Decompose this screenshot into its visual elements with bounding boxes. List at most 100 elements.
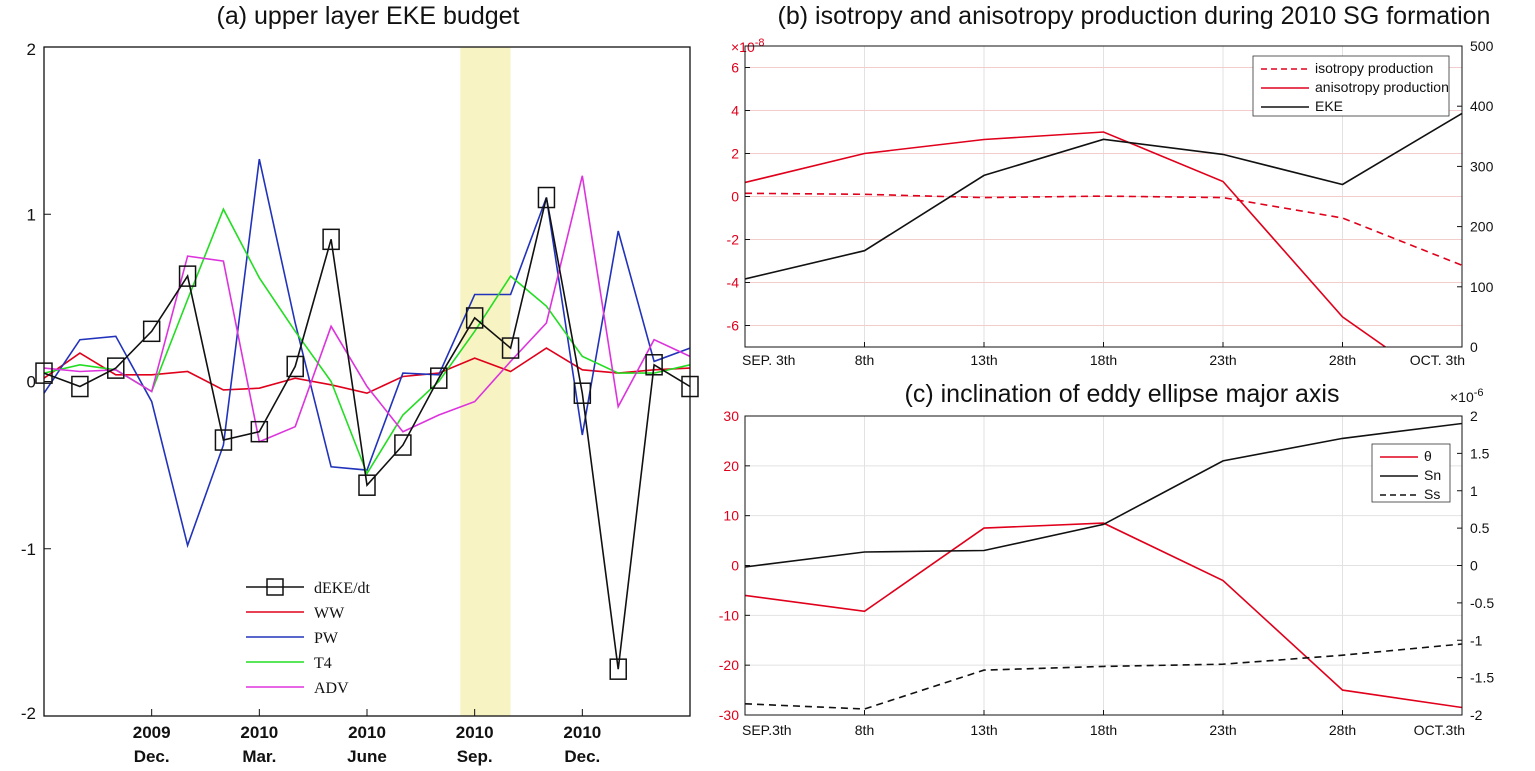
- panel-c-grid: [745, 415, 1462, 716]
- deke-dt-marker: [286, 355, 304, 378]
- deke-dt-marker: [250, 420, 269, 443]
- right-tick-label: 1.5: [1470, 445, 1490, 461]
- x-tick-year: 2009: [133, 723, 171, 742]
- exponent-base: ×10: [1450, 389, 1474, 405]
- right-tick-label: -2: [1470, 707, 1483, 723]
- right-tick-label: 0.5: [1470, 520, 1490, 536]
- panel-c-series: [745, 422, 1462, 710]
- legend-label: WW: [314, 605, 345, 622]
- series-sn-line: [745, 422, 1462, 568]
- right-tick-label: 0: [1470, 558, 1478, 574]
- left-tick-label: -30: [719, 707, 739, 723]
- series-deke-dt-line: [43, 197, 691, 670]
- left-tick-label: 6: [731, 60, 739, 76]
- y-tick-label: 1: [27, 205, 36, 224]
- x-tick-label: OCT.3th: [1414, 722, 1465, 738]
- x-tick-year: 2010: [348, 723, 386, 742]
- legend-box: [1252, 55, 1450, 117]
- right-tick-label: 0: [1470, 339, 1478, 355]
- x-tick-label: 8th: [855, 352, 874, 368]
- legend-label: ADV: [314, 680, 349, 697]
- x-tick-year: 2010: [456, 723, 494, 742]
- panel-a-y-axis: -2 -1 0 1 2: [21, 40, 51, 723]
- legend-label: dEKE/dt: [314, 580, 371, 597]
- left-tick-label: -6: [727, 318, 740, 334]
- left-tick-label: -20: [719, 657, 739, 673]
- right-tick-label: -1: [1470, 632, 1483, 648]
- deke-dt-marker: [394, 434, 412, 456]
- deke-dt-marker: [645, 354, 663, 376]
- left-tick-label: -10: [719, 607, 739, 623]
- legend-label: anisotropy production: [1315, 79, 1449, 95]
- left-tick-label: -4: [727, 275, 740, 291]
- right-tick-label: -0.5: [1470, 595, 1494, 611]
- y-tick-label: 0: [27, 373, 36, 392]
- legend-marker: [266, 578, 284, 596]
- legend-label: Sn: [1424, 467, 1441, 483]
- panel-a-title: (a) upper layer EKE budget: [217, 2, 520, 30]
- series-ss-line: [745, 643, 1462, 710]
- deke-dt-marker: [465, 307, 484, 329]
- y-tick-label: 2: [27, 40, 36, 59]
- legend-label: θ: [1424, 448, 1432, 464]
- deke-dt-marker: [142, 320, 161, 343]
- series-eke-line: [745, 112, 1462, 280]
- panel-a: (a) upper layer EKE budget -2 -1 0 1 2 2009 D…: [21, 2, 699, 766]
- deke-dt-marker: [214, 429, 233, 451]
- panel-a-legend: dEKE/dt WW PW T4 ADV: [246, 578, 371, 697]
- x-tick-label: 13th: [970, 722, 997, 738]
- panel-c-frame: [744, 415, 1463, 716]
- x-tick-label: SEP. 3th: [742, 352, 795, 368]
- panel-b: (b) isotropy and anisotropy production d…: [727, 2, 1494, 368]
- series-adv-line: [43, 175, 691, 443]
- panel-b-series: [745, 112, 1462, 347]
- x-tick-label: SEP.3th: [742, 722, 792, 738]
- series-anisotropy-production-line: [745, 131, 1387, 347]
- legend-label: EKE: [1315, 98, 1343, 114]
- right-tick-label: 2: [1470, 408, 1478, 424]
- legend-label: Ss: [1424, 486, 1440, 502]
- deke-dt-marker: [609, 658, 627, 680]
- sep-2010-highlight-band: [460, 47, 511, 716]
- legend-label: isotropy production: [1315, 60, 1433, 76]
- x-tick-month: Dec.: [564, 747, 600, 766]
- deke-dt-marker: [537, 186, 556, 209]
- left-tick-label: 0: [731, 558, 739, 574]
- panel-a-series: [35, 158, 699, 680]
- right-tick-label: 300: [1470, 158, 1494, 174]
- x-tick-label: OCT. 3th: [1410, 352, 1465, 368]
- exponent-base: ×10: [731, 39, 755, 55]
- panel-c-axes: SEP.3th 8th 13th 18th 23th 28th OCT.3th-30-20-…: [719, 387, 1495, 738]
- series-group: [745, 422, 1462, 710]
- legend-label: PW: [314, 630, 339, 647]
- left-tick-label: 20: [723, 458, 739, 474]
- right-tick-label: 1: [1470, 483, 1478, 499]
- deke-dt-marker: [501, 337, 520, 359]
- panel-b-axes: SEP. 3th 8th 13th 18th 23th 28th OCT. 3th -6 -4 -…: [727, 37, 1494, 368]
- series-ww-line: [43, 347, 691, 395]
- x-tick-month: June: [347, 747, 387, 766]
- x-tick-label: 28th: [1329, 352, 1356, 368]
- left-tick-label: 2: [731, 146, 739, 162]
- left-axis-exponent: ×10-8: [731, 37, 765, 55]
- x-tick-label: 18th: [1090, 722, 1117, 738]
- x-tick-year: 2010: [240, 723, 278, 742]
- panel-b-frame: [744, 45, 1463, 348]
- x-tick-label: 13th: [970, 352, 997, 368]
- x-tick-label: 18th: [1090, 352, 1117, 368]
- panel-a-x-axis: 2009 Dec. 2010 Mar. 2010 June 2010 Sep. 2010 Dec.: [133, 709, 601, 766]
- x-tick-label: 28th: [1329, 722, 1356, 738]
- left-tick-label: 4: [731, 103, 739, 119]
- x-tick-month: Mar.: [242, 747, 276, 766]
- left-tick-label: -2: [727, 232, 740, 248]
- x-tick-year: 2010: [563, 723, 601, 742]
- deke-dt-marker: [71, 375, 89, 398]
- panel-c-title: (c) inclination of eddy ellipse major ax…: [905, 380, 1340, 408]
- left-tick-label: 30: [723, 408, 739, 424]
- left-tick-label: 10: [723, 508, 739, 524]
- legend-label: T4: [314, 655, 332, 672]
- deke-dt-marker: [430, 367, 448, 389]
- y-tick-label: -2: [21, 704, 36, 723]
- x-tick-month: Dec.: [134, 747, 170, 766]
